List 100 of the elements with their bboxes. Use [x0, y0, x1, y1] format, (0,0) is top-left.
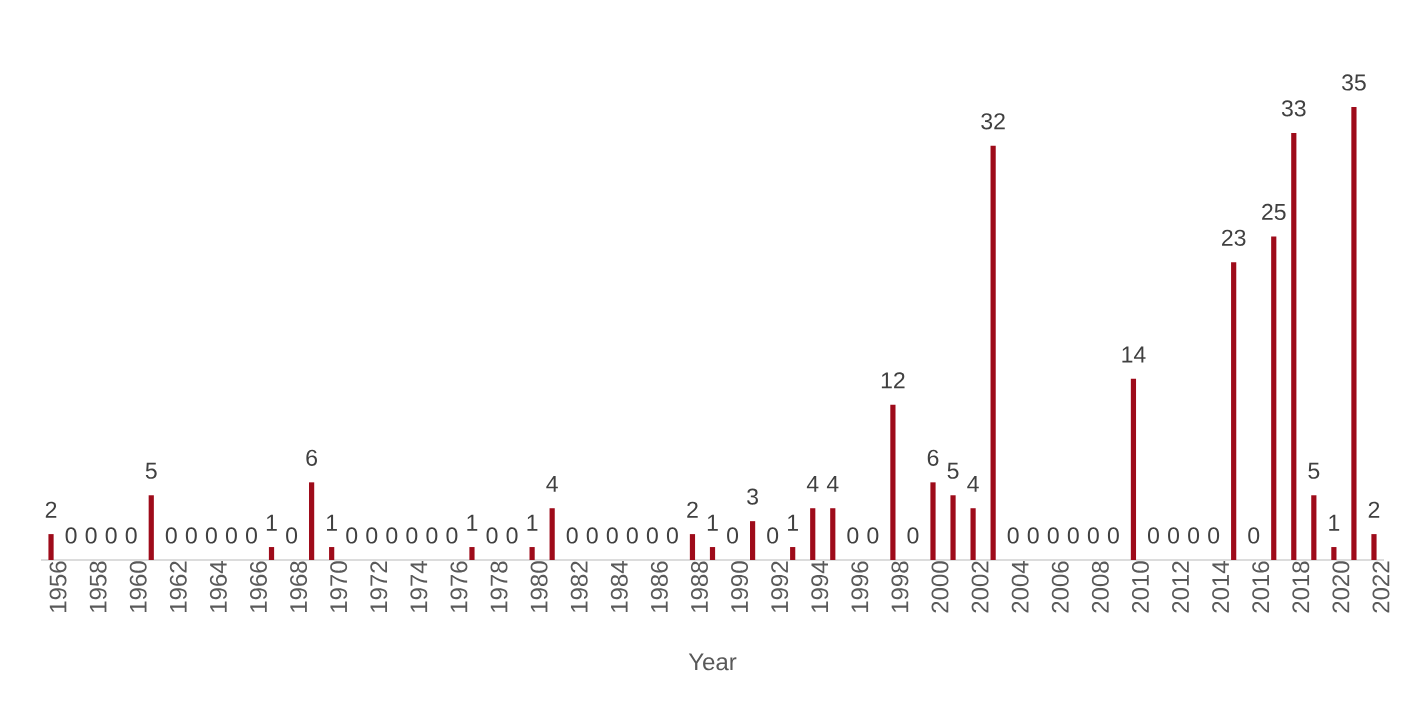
x-tick-label: 1970: [330, 561, 348, 612]
data-label: 0: [85, 527, 97, 544]
x-tick-label: 2002: [971, 561, 989, 613]
data-label: 0: [646, 527, 658, 544]
bar: [970, 508, 976, 560]
data-label: 0: [1168, 527, 1180, 544]
x-tick-label: 1976: [450, 561, 468, 612]
x-tick-label: 1962: [169, 561, 187, 612]
bar: [810, 508, 816, 560]
data-label: 0: [666, 527, 678, 544]
x-tick-label: 1984: [610, 561, 628, 612]
x-tick-label: 1958: [89, 561, 107, 612]
x-tick-label: 1988: [690, 561, 708, 612]
x-tick-label: 1968: [290, 561, 308, 612]
bar: [950, 495, 956, 560]
x-tick-label: 2006: [1051, 561, 1069, 613]
bar: [309, 482, 315, 560]
x-tick-label: 1994: [811, 561, 829, 612]
x-tick-label: 1990: [731, 561, 749, 612]
data-label: 3: [747, 488, 758, 505]
x-tick-label: 1972: [370, 561, 388, 612]
data-label: 0: [1148, 527, 1159, 544]
bar: [830, 508, 836, 560]
data-label: 1: [1329, 514, 1340, 531]
data-label: 35: [1342, 74, 1366, 91]
data-label: 0: [1007, 527, 1019, 544]
data-label: 6: [306, 449, 317, 466]
bar: [1271, 236, 1277, 560]
data-label: 4: [826, 476, 839, 492]
data-label: 0: [366, 527, 378, 544]
data-label: 0: [566, 527, 578, 544]
x-tick-label: 2014: [1212, 561, 1230, 613]
data-label: 0: [286, 527, 298, 544]
data-label: 0: [606, 527, 618, 544]
data-label: 0: [1047, 527, 1059, 544]
x-axis-title: Year: [688, 653, 737, 671]
x-tick-label: 2016: [1252, 561, 1270, 613]
data-label: 2: [1368, 501, 1380, 518]
bar: [890, 404, 896, 560]
x-tick-label: 1978: [490, 561, 508, 612]
data-label: 0: [907, 527, 919, 544]
bar: [1331, 547, 1337, 560]
bar: [148, 495, 154, 560]
bar: [1291, 132, 1297, 560]
bar: [1371, 534, 1377, 560]
data-label: 0: [205, 527, 217, 544]
data-label: 0: [1087, 527, 1099, 544]
x-tick-label: 1964: [209, 561, 227, 612]
data-label: 0: [225, 527, 237, 544]
x-tick-label: 1980: [530, 561, 548, 612]
x-tick-label: 1996: [851, 561, 869, 612]
data-label: 1: [327, 514, 337, 531]
x-tick-label: 1974: [410, 561, 428, 612]
data-label: 1: [707, 514, 718, 531]
data-label: 0: [1027, 527, 1039, 544]
x-tick-label: 2008: [1091, 561, 1109, 613]
data-label: 0: [1208, 527, 1220, 544]
bar: [1231, 262, 1237, 560]
data-label: 0: [727, 527, 739, 544]
data-label: 4: [967, 476, 979, 492]
x-tick-label: 2000: [931, 561, 949, 613]
data-label: 5: [947, 462, 959, 479]
bar: [689, 534, 696, 560]
data-label: 0: [767, 527, 779, 544]
data-label: 0: [1188, 527, 1200, 544]
data-label: 0: [125, 527, 137, 544]
bar: [329, 547, 335, 560]
data-label: 33: [1281, 100, 1306, 117]
data-label: 0: [506, 527, 518, 544]
data-label: 5: [145, 462, 157, 479]
data-label: 0: [486, 527, 498, 544]
data-label: 12: [881, 372, 905, 389]
data-label: 0: [245, 527, 257, 544]
data-label: 1: [266, 514, 277, 531]
data-label: 0: [1248, 527, 1260, 544]
x-tick-label: 1986: [650, 561, 668, 612]
x-tick-label: 2010: [1131, 561, 1149, 613]
data-label: 0: [165, 527, 177, 544]
bar: [1130, 378, 1137, 560]
x-tick-label: 2018: [1292, 561, 1310, 613]
data-label: 4: [546, 476, 558, 492]
data-label: 4: [806, 476, 819, 492]
data-label: 0: [346, 527, 358, 544]
x-tick-label: 1992: [771, 561, 789, 612]
bar: [930, 482, 936, 560]
data-label: 32: [981, 113, 1005, 130]
data-label: 0: [1107, 527, 1119, 544]
data-label: 2: [687, 501, 698, 518]
data-label: 1: [527, 514, 538, 531]
data-label: 0: [105, 527, 117, 544]
data-label: 0: [1067, 527, 1079, 544]
x-tick-label: 2020: [1332, 561, 1350, 613]
x-tick-label: 1982: [570, 561, 588, 612]
bar: [48, 534, 54, 560]
data-label: 0: [386, 527, 398, 544]
bar: [469, 547, 475, 560]
data-label: 0: [586, 527, 598, 544]
bar: [1351, 107, 1357, 560]
data-label: 1: [467, 514, 478, 531]
bar: [709, 547, 716, 560]
